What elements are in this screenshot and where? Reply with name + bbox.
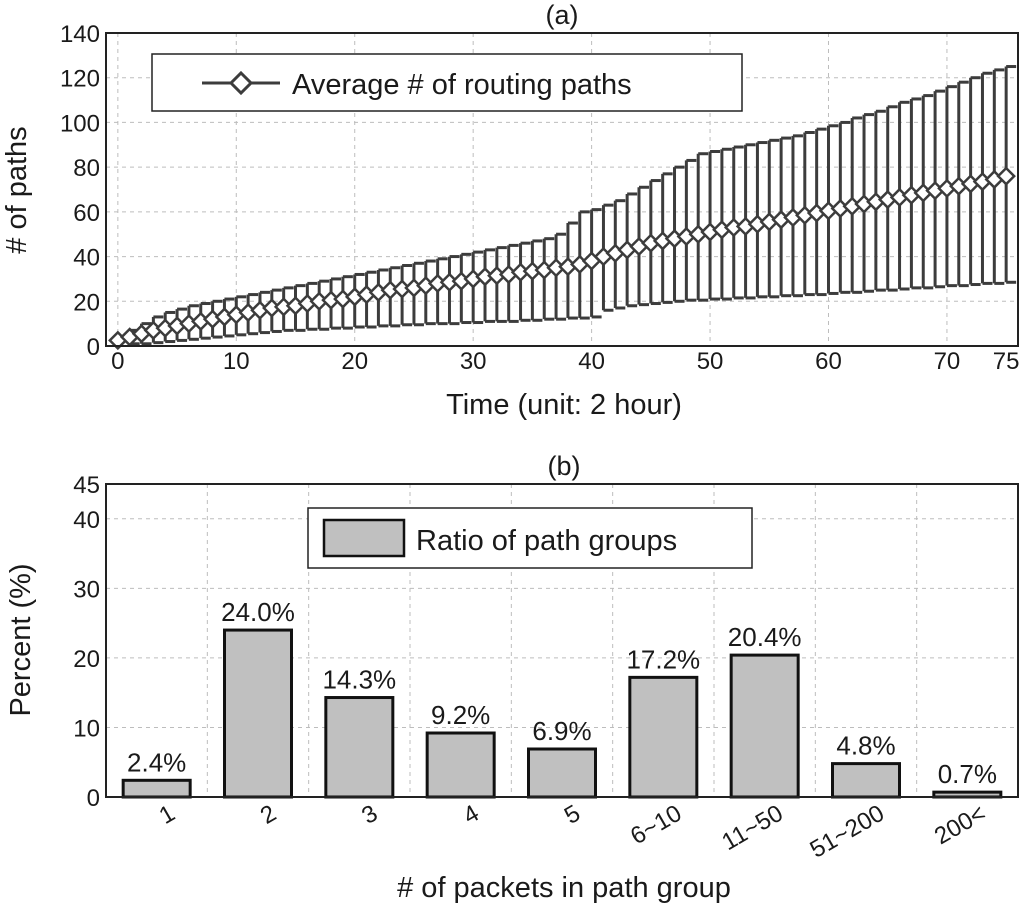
- panel-b-legend-label: Ratio of path groups: [416, 525, 677, 557]
- panel-a-y-tick-label: 20: [73, 289, 100, 316]
- panel-b-value-label: 6.9%: [532, 716, 591, 746]
- panel-a-plot-frame: [105, 32, 1019, 347]
- panel-a-x-tick-label: 30: [460, 348, 487, 375]
- panel-b-value-label: 0.7%: [938, 759, 997, 789]
- panel-b-y-tick-label: 30: [73, 576, 100, 603]
- panel-a-legend-label: Average # of routing paths: [292, 69, 632, 101]
- panel-b-bar: [729, 653, 800, 799]
- panel-b-value-label: 9.2%: [431, 700, 490, 730]
- panel-a-data: [108, 65, 1017, 351]
- panel-a-x-tick-label: 20: [341, 348, 368, 375]
- panel-b-x-tick-label: 2: [256, 800, 281, 830]
- panel-a-y-tick-label: 120: [60, 66, 100, 93]
- panel-b-x-tick-label: 4: [459, 800, 484, 830]
- panel-a-tick-labels: 0 20 40 60 80 100 120 140 0 10 20 30 40 50 60 70 75: [60, 21, 1020, 375]
- panel-b-y-tick-label: 10: [73, 715, 100, 742]
- panel-b-plot-frame: [105, 483, 1019, 798]
- panel-b-bar: [223, 628, 293, 799]
- panel-b-x-tick-label: 5: [560, 800, 585, 830]
- panel-b-x-axis-label: # of packets in path group: [397, 872, 731, 904]
- panel-b-value-label: 20.4%: [728, 622, 802, 652]
- panel-b-value-label: 24.0%: [221, 597, 295, 627]
- panel-b-x-tick-label: 51~200: [806, 800, 889, 864]
- panel-b-title: (b): [548, 451, 581, 481]
- panel-b-value-label: 4.8%: [836, 731, 895, 761]
- panel-b-bar: [425, 731, 496, 799]
- panel-b-bar: [527, 747, 597, 799]
- panel-a-x-tick-label: 0: [111, 348, 124, 375]
- panel-a-y-tick-label: 60: [73, 200, 100, 227]
- panel-a-x-tick-label: 40: [578, 348, 605, 375]
- panel-a-title: (a): [546, 0, 579, 30]
- panel-a-x-tick-label: 70: [934, 348, 961, 375]
- panel-a-legend: Average # of routing paths: [151, 53, 743, 112]
- panel-b-x-tick-label: 3: [357, 800, 382, 830]
- panel-b-bar: [121, 778, 192, 799]
- panel-b-bar: [324, 696, 395, 799]
- panel-a-y-tick-label: 80: [73, 155, 100, 182]
- panel-a-x-tick-label: 75: [993, 348, 1020, 375]
- panel-b-bar-chart: (b) 2.4% 24.0% 14.3% 9.2% 6.9% 17.2% 20.4% 4.8%…: [5, 451, 1019, 904]
- panel-b-y-tick-label: 45: [73, 472, 100, 499]
- panel-b-value-labels: 2.4% 24.0% 14.3% 9.2% 6.9% 17.2% 20.4% 4.8% 0.7%: [127, 597, 997, 789]
- panel-b-y-tick-label: 0: [87, 785, 100, 812]
- panel-a-y-tick-label: 140: [60, 21, 100, 48]
- panel-b-value-label: 2.4%: [127, 747, 186, 777]
- panel-b-legend-swatch: [322, 518, 406, 558]
- panel-b-y-axis-label: Percent (%): [5, 563, 37, 716]
- panel-b-x-tick-label: 1: [155, 800, 180, 830]
- panel-b-value-label: 14.3%: [322, 665, 396, 695]
- panel-b-value-label: 17.2%: [626, 644, 700, 674]
- panel-b-bar: [831, 762, 901, 799]
- panel-b-x-tick-label: 200<: [930, 800, 990, 850]
- panel-a-x-tick-label: 10: [223, 348, 250, 375]
- panel-b-x-tick-label: 11~50: [717, 800, 787, 856]
- panel-a-x-tick-label: 60: [815, 348, 842, 375]
- panel-a-x-tick-label: 50: [697, 348, 724, 375]
- panel-a-y-tick-label: 100: [60, 110, 100, 137]
- panel-b-legend: Ratio of path groups: [307, 507, 753, 569]
- panel-b-x-tick-label: 6~10: [626, 800, 686, 850]
- panel-a-x-axis-label: Time (unit: 2 hour): [446, 389, 682, 421]
- panel-a-y-axis-label: # of paths: [1, 126, 33, 253]
- panel-b-bars: [121, 628, 1003, 799]
- panel-b-bar: [628, 675, 699, 799]
- panel-b-y-tick-label: 20: [73, 646, 100, 673]
- panel-b-y-tick-label: 40: [73, 507, 100, 534]
- panel-a-y-tick-label: 0: [87, 334, 100, 361]
- panel-a-average-point: [996, 166, 1016, 186]
- panel-a-y-tick-label: 40: [73, 245, 100, 272]
- panel-a-legend-diamond-icon: [228, 70, 254, 96]
